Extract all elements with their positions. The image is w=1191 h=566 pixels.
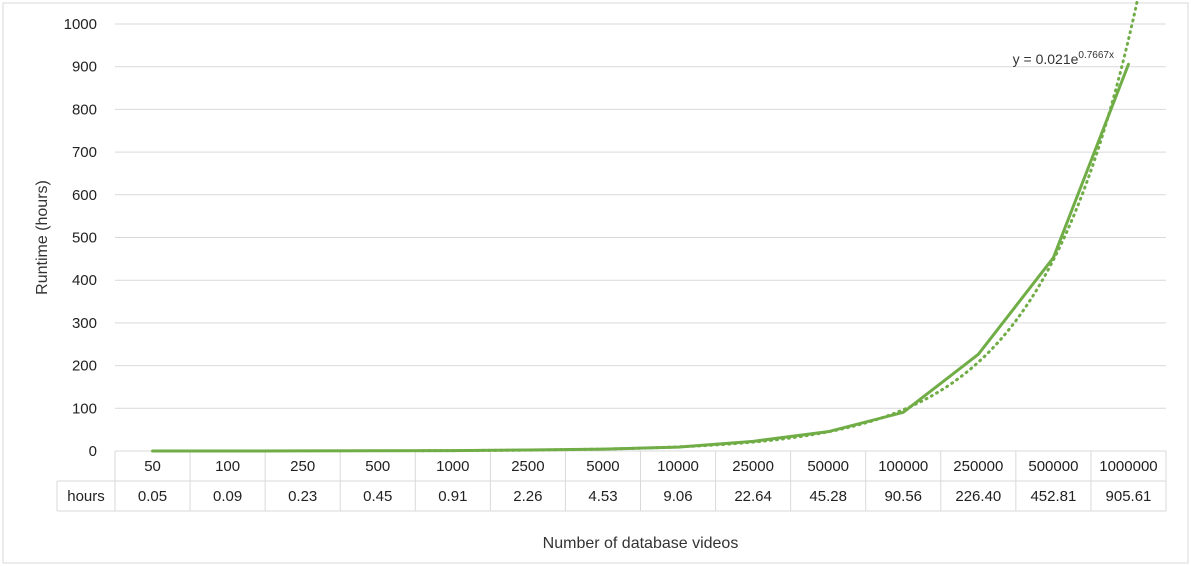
data-table: hours 50 0.05 100 0.09 250 0.23 500 0.45 1000 0.91…	[56, 451, 1167, 512]
table-value-label: 0.91	[438, 488, 467, 505]
table-value-label: 9.06	[663, 488, 692, 505]
table-value-label: 22.64	[734, 488, 772, 505]
y-tick-label: 200	[72, 358, 97, 375]
table-value-label: 45.28	[809, 488, 847, 505]
table-category-label: 50	[144, 458, 161, 475]
table-category-label: 250000	[953, 458, 1003, 475]
table-category-label: 2500	[511, 458, 544, 475]
table-value-label: 226.40	[955, 488, 1001, 505]
table-category-label: 500000	[1028, 458, 1078, 475]
table-value-label: 2.26	[513, 488, 542, 505]
gridlines	[115, 23, 1166, 452]
y-axis-ticks: 0 100 200 300 400 500 600 700 800 900 1000	[64, 16, 97, 460]
y-tick-label: 1000	[64, 16, 97, 33]
table-category-label: 250	[290, 458, 315, 475]
table-category-label: 50000	[807, 458, 849, 475]
y-tick-label: 900	[72, 59, 97, 76]
x-axis-title: Number of database videos	[543, 535, 739, 552]
table-value-label: 0.23	[288, 488, 317, 505]
table-category-label: 500	[365, 458, 390, 475]
y-tick-label: 700	[72, 144, 97, 161]
y-tick-label: 0	[89, 443, 97, 460]
table-value-label: 0.45	[363, 488, 392, 505]
table-category-label: 5000	[586, 458, 619, 475]
y-tick-label: 500	[72, 230, 97, 247]
table-category-label: 100	[215, 458, 240, 475]
y-tick-label: 600	[72, 187, 97, 204]
table-value-label: 0.09	[213, 488, 242, 505]
y-tick-label: 100	[72, 400, 97, 417]
y-tick-label: 400	[72, 272, 97, 289]
table-category-label: 25000	[732, 458, 774, 475]
table-category-label: 100000	[878, 458, 928, 475]
table-category-label: 1000000	[1099, 458, 1157, 475]
table-value-label: 0.05	[138, 488, 167, 505]
trendline-equation-prefix: y = 0.021e	[1013, 51, 1079, 67]
table-category-label: 10000	[657, 458, 699, 475]
table-value-label: 452.81	[1030, 488, 1076, 505]
y-axis-title: Runtime (hours)	[34, 180, 51, 295]
trendline-equation-exponent: 0.7667x	[1078, 50, 1114, 61]
y-tick-label: 300	[72, 315, 97, 332]
table-value-label: 905.61	[1106, 488, 1152, 505]
series-line-hours	[151, 62, 1130, 453]
trendline-equation: y = 0.021e0.7667x	[1013, 50, 1114, 67]
table-category-label: 1000	[436, 458, 469, 475]
table-value-label: 4.53	[588, 488, 617, 505]
series-layer	[151, 62, 1130, 453]
y-tick-label: 800	[72, 101, 97, 118]
table-series-name: hours	[67, 488, 105, 505]
table-value-label: 90.56	[884, 488, 922, 505]
